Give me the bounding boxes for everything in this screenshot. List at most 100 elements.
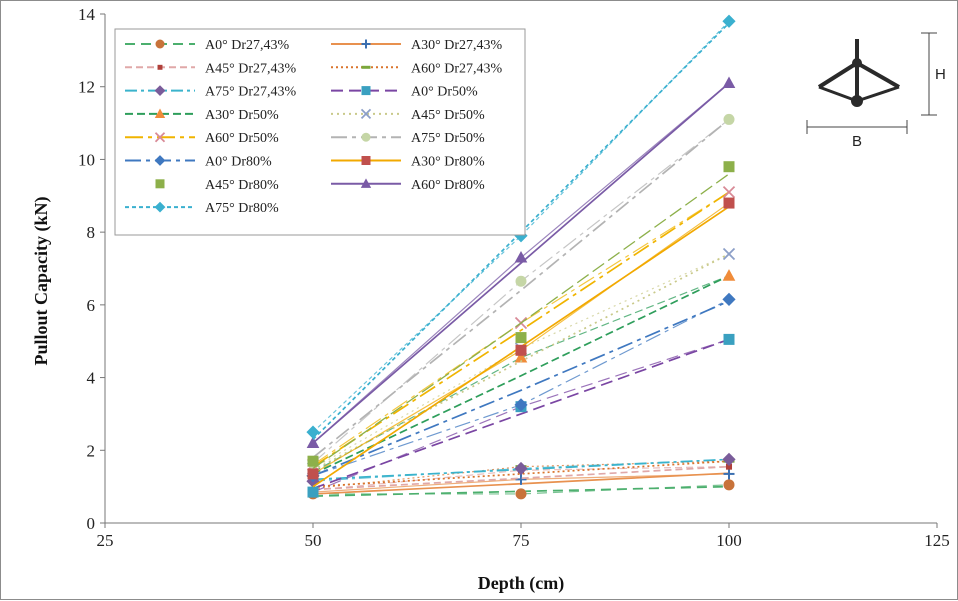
data-point	[514, 461, 528, 476]
legend-entry-6: A0° Dr50%	[331, 85, 478, 100]
legend-label: A30° Dr80%	[411, 155, 485, 170]
legend-entry-7: A30° Dr50%	[125, 108, 279, 123]
series-trend-line	[312, 173, 730, 469]
data-point	[722, 14, 736, 28]
series-data-line	[312, 466, 730, 491]
data-point	[722, 186, 736, 199]
series-line	[312, 300, 730, 477]
data-point	[722, 292, 736, 307]
y-axis-title: Pullout Capacity (kN)	[31, 196, 52, 365]
series-11	[306, 292, 736, 483]
x-tick-label: 125	[924, 531, 950, 550]
height-label: H	[935, 66, 946, 83]
legend-label: A0° Dr27,43%	[205, 38, 289, 53]
legend-entry-9: A60° Dr50%	[125, 131, 279, 146]
data-point	[515, 488, 527, 500]
legend-label: A45° Dr80%	[205, 178, 279, 193]
x-tick-label: 100	[716, 531, 742, 550]
legend-entry-3: A45° Dr27,43%	[125, 61, 296, 76]
anchor-inset-diagram: HB	[806, 32, 946, 150]
series-13	[307, 161, 735, 469]
legend-label: A45° Dr27,43%	[205, 61, 296, 76]
data-point	[306, 436, 320, 448]
data-point	[515, 275, 527, 287]
y-tick-label: 8	[87, 223, 96, 242]
anchor-hub-top	[852, 58, 862, 68]
legend-label: A60° Dr27,43%	[411, 61, 502, 76]
data-point	[514, 250, 528, 263]
legend-entry-11: A0° Dr80%	[125, 155, 272, 170]
data-point	[723, 113, 735, 125]
legend-entry-12: A30° Dr80%	[331, 155, 485, 170]
legend-label: A60° Dr50%	[205, 131, 279, 146]
data-point	[722, 269, 736, 281]
legend-entry-13: A45° Dr80%	[155, 178, 279, 193]
data-point	[722, 452, 736, 466]
legend-label: A75° Dr50%	[411, 131, 485, 146]
legend-swatch-marker	[157, 64, 163, 70]
series-14	[306, 76, 736, 448]
series-line	[312, 191, 730, 468]
data-point	[307, 486, 319, 498]
legend-swatch-marker	[154, 85, 166, 96]
legend-swatch-marker	[154, 108, 166, 118]
y-tick-label: 4	[87, 369, 96, 388]
legend-swatch-marker	[155, 179, 165, 189]
legend-swatch-marker	[361, 86, 371, 96]
legend-entry-8: A45° Dr50%	[331, 108, 485, 123]
legend-label: A30° Dr50%	[205, 108, 279, 123]
data-point	[723, 333, 735, 345]
y-tick-label: 10	[78, 150, 95, 169]
plot-area	[306, 14, 736, 500]
legend-entry-4: A60° Dr27,43%	[331, 61, 502, 76]
legend-box	[114, 28, 526, 236]
anchor-hub-bottom	[851, 95, 863, 107]
legend-entry-14: A60° Dr80%	[331, 178, 485, 193]
x-tick-label: 50	[305, 531, 322, 550]
series-line	[312, 253, 730, 472]
legend-entry-10: A75° Dr50%	[331, 131, 485, 146]
legend-label: A30° Dr27,43%	[411, 38, 502, 53]
y-tick-label: 12	[78, 78, 95, 97]
width-label: B	[852, 133, 862, 150]
legend-label: A0° Dr80%	[205, 155, 272, 170]
data-point	[723, 197, 735, 209]
legend-entry-2: A30° Dr27,43%	[331, 38, 502, 53]
legend-swatch-marker	[360, 178, 372, 188]
series-line	[312, 465, 730, 491]
legend-swatch-marker	[361, 156, 371, 165]
legend-label: A45° Dr50%	[411, 108, 485, 123]
data-point	[723, 161, 735, 173]
x-tick-label: 25	[97, 531, 114, 550]
data-point	[515, 473, 527, 485]
data-point	[722, 247, 736, 261]
x-tick-label: 75	[513, 531, 530, 550]
series-12	[307, 197, 735, 488]
axes: 25 50 75 100 125 0 2 4 6 8 10 12 14	[78, 5, 950, 550]
data-point	[515, 344, 527, 356]
series-line	[312, 275, 730, 475]
y-tick-label: 6	[87, 296, 96, 315]
data-point	[723, 468, 735, 480]
anchor-arm-right	[856, 61, 900, 89]
legend-entry-1: A0° Dr27,43%	[125, 38, 289, 53]
x-axis-title: Depth (cm)	[478, 573, 564, 594]
anchor-strut-right	[856, 85, 900, 103]
data-point	[514, 350, 528, 363]
legend-entry-5: A75° Dr27,43%	[125, 85, 296, 100]
y-tick-label: 2	[87, 441, 96, 460]
data-point	[723, 479, 735, 491]
legend-swatch-marker	[154, 132, 166, 143]
legend-swatch-marker	[361, 65, 371, 69]
y-tick-label: 0	[87, 514, 96, 533]
anchor-arm-left	[817, 61, 859, 89]
data-point	[722, 76, 736, 89]
series-7	[306, 269, 736, 478]
legend-swatch-marker	[154, 201, 166, 213]
data-point	[307, 468, 319, 480]
legend-label: A60° Dr80%	[411, 178, 485, 193]
legend-swatch-marker	[360, 108, 372, 120]
legend-entry-15: A75° Dr80%	[125, 201, 279, 216]
